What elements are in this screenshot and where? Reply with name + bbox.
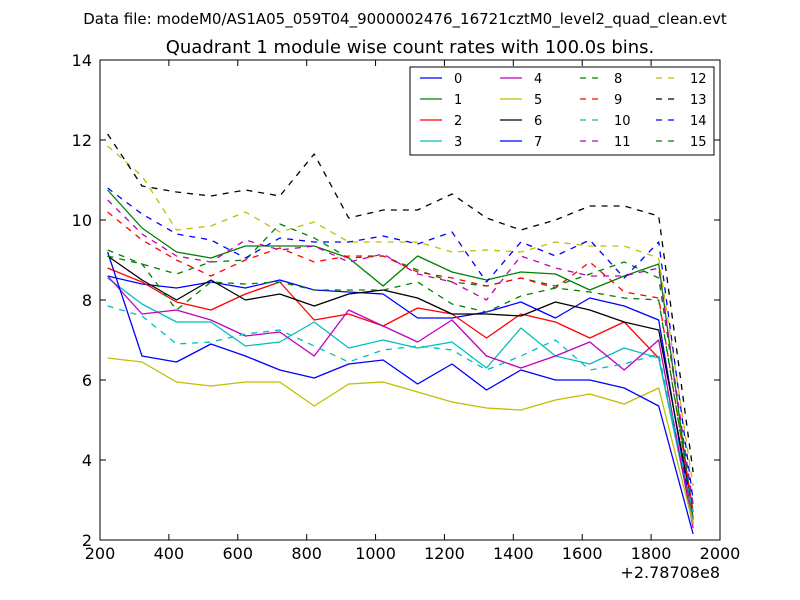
x-tick-label: 1000 bbox=[355, 544, 396, 563]
x-tick-label: 1800 bbox=[631, 544, 672, 563]
series-line-3 bbox=[107, 277, 694, 523]
legend-label-10: 10 bbox=[614, 114, 631, 129]
y-tick-label: 8 bbox=[82, 291, 92, 310]
axis-layer: 200 400 600 800 1000 1200 1400 1600 1800 2000 2 4 6 8… bbox=[72, 51, 741, 563]
series-line-10 bbox=[107, 305, 694, 513]
legend-label-8: 8 bbox=[614, 72, 622, 87]
series-line-7 bbox=[106, 251, 694, 535]
y-tick-label: 2 bbox=[82, 531, 92, 550]
series-line-11 bbox=[107, 199, 694, 507]
series-line-15 bbox=[107, 249, 694, 513]
legend-label-15: 15 bbox=[690, 135, 707, 150]
x-tick-label: 600 bbox=[223, 544, 254, 563]
x-tick-label: 800 bbox=[291, 544, 322, 563]
chart-title: Quadrant 1 module wise count rates with … bbox=[166, 37, 655, 58]
x-tick-label: 2000 bbox=[700, 544, 741, 563]
series-line-14 bbox=[107, 187, 694, 501]
series-line-12 bbox=[107, 145, 694, 487]
legend-label-6: 6 bbox=[534, 114, 542, 129]
y-tick-label: 14 bbox=[72, 51, 92, 70]
legend-label-9: 9 bbox=[614, 93, 622, 108]
legend-box bbox=[409, 66, 715, 156]
legend-label-7: 7 bbox=[534, 135, 542, 150]
series-line-9 bbox=[107, 211, 694, 513]
chart-suptitle: Data file: modeM0/AS1A05_059T04_90000024… bbox=[83, 10, 727, 29]
legend-label-13: 13 bbox=[690, 93, 707, 108]
x-tick-label: 200 bbox=[85, 544, 116, 563]
legend-label-4: 4 bbox=[534, 72, 542, 87]
y-tick-label: 12 bbox=[72, 131, 92, 150]
x-offset-label: +2.78708e8 bbox=[620, 563, 720, 582]
legend-label-1: 1 bbox=[454, 93, 462, 108]
legend-label-0: 0 bbox=[454, 72, 462, 87]
legend-label-5: 5 bbox=[534, 93, 542, 108]
x-tick-label: 1600 bbox=[562, 544, 603, 563]
x-tick-label: 1400 bbox=[493, 544, 534, 563]
legend-label-14: 14 bbox=[690, 114, 707, 129]
series-line-5 bbox=[107, 357, 694, 525]
legend-label-11: 11 bbox=[614, 135, 631, 150]
y-tick-label: 6 bbox=[82, 371, 92, 390]
series-line-1 bbox=[107, 189, 694, 519]
series-layer bbox=[106, 133, 694, 535]
x-tick-label: 400 bbox=[154, 544, 185, 563]
series-line-4 bbox=[107, 275, 694, 529]
series-line-2 bbox=[107, 267, 694, 521]
y-tick-label: 10 bbox=[72, 211, 92, 230]
legend-label-12: 12 bbox=[690, 72, 707, 87]
x-tick-label: 1200 bbox=[424, 544, 465, 563]
y-tick-label: 4 bbox=[82, 451, 92, 470]
legend-label-3: 3 bbox=[454, 135, 462, 150]
series-line-13 bbox=[107, 133, 694, 473]
legend-label-2: 2 bbox=[454, 114, 462, 129]
series-line-8 bbox=[107, 223, 694, 505]
series-line-6 bbox=[107, 255, 694, 513]
